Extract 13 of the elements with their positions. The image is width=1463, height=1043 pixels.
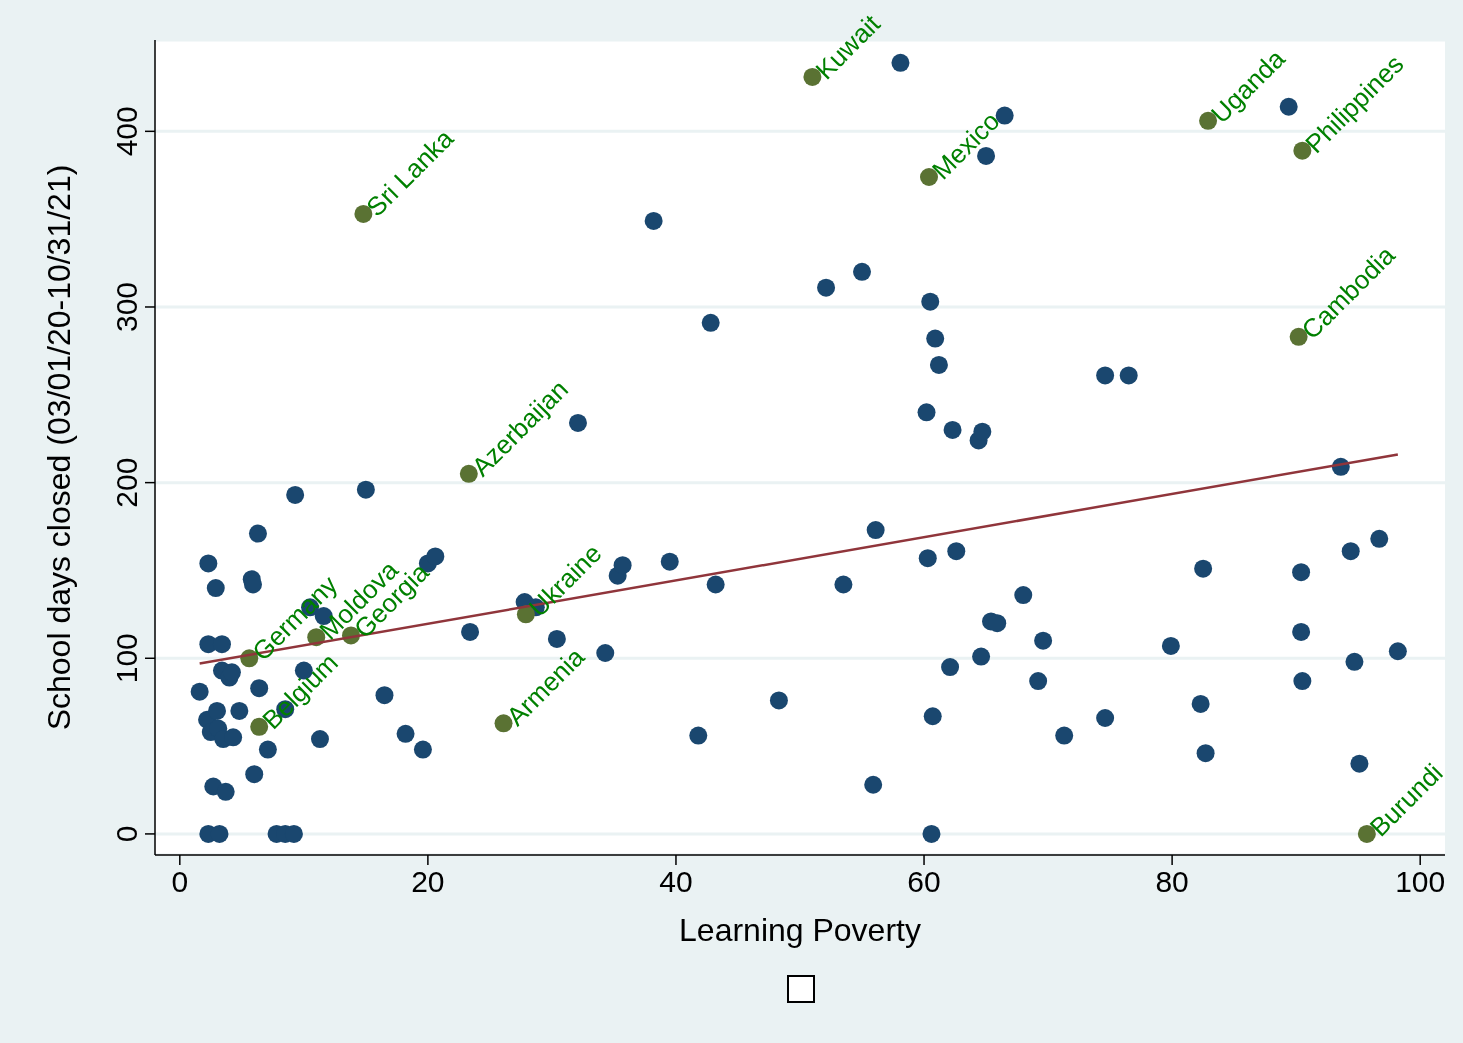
x-tick-label: 60: [907, 865, 941, 899]
x-tick-label: 40: [659, 865, 693, 899]
y-axis-title: School days closed (03/01/20-10/31/21): [41, 164, 78, 731]
y-tick-label: 200: [110, 457, 143, 508]
y-tick-label: 100: [110, 633, 143, 684]
y-tick-label: 400: [110, 106, 143, 157]
x-tick-label: 100: [1395, 865, 1446, 899]
y-tick-label: 0: [110, 825, 143, 843]
x-axis-title: Learning Poverty: [679, 912, 921, 948]
x-tick-label: 20: [411, 865, 445, 899]
x-tick-label: 80: [1155, 865, 1189, 899]
y-tick-label: 300: [110, 281, 143, 333]
x-tick-label: 0: [171, 865, 189, 899]
